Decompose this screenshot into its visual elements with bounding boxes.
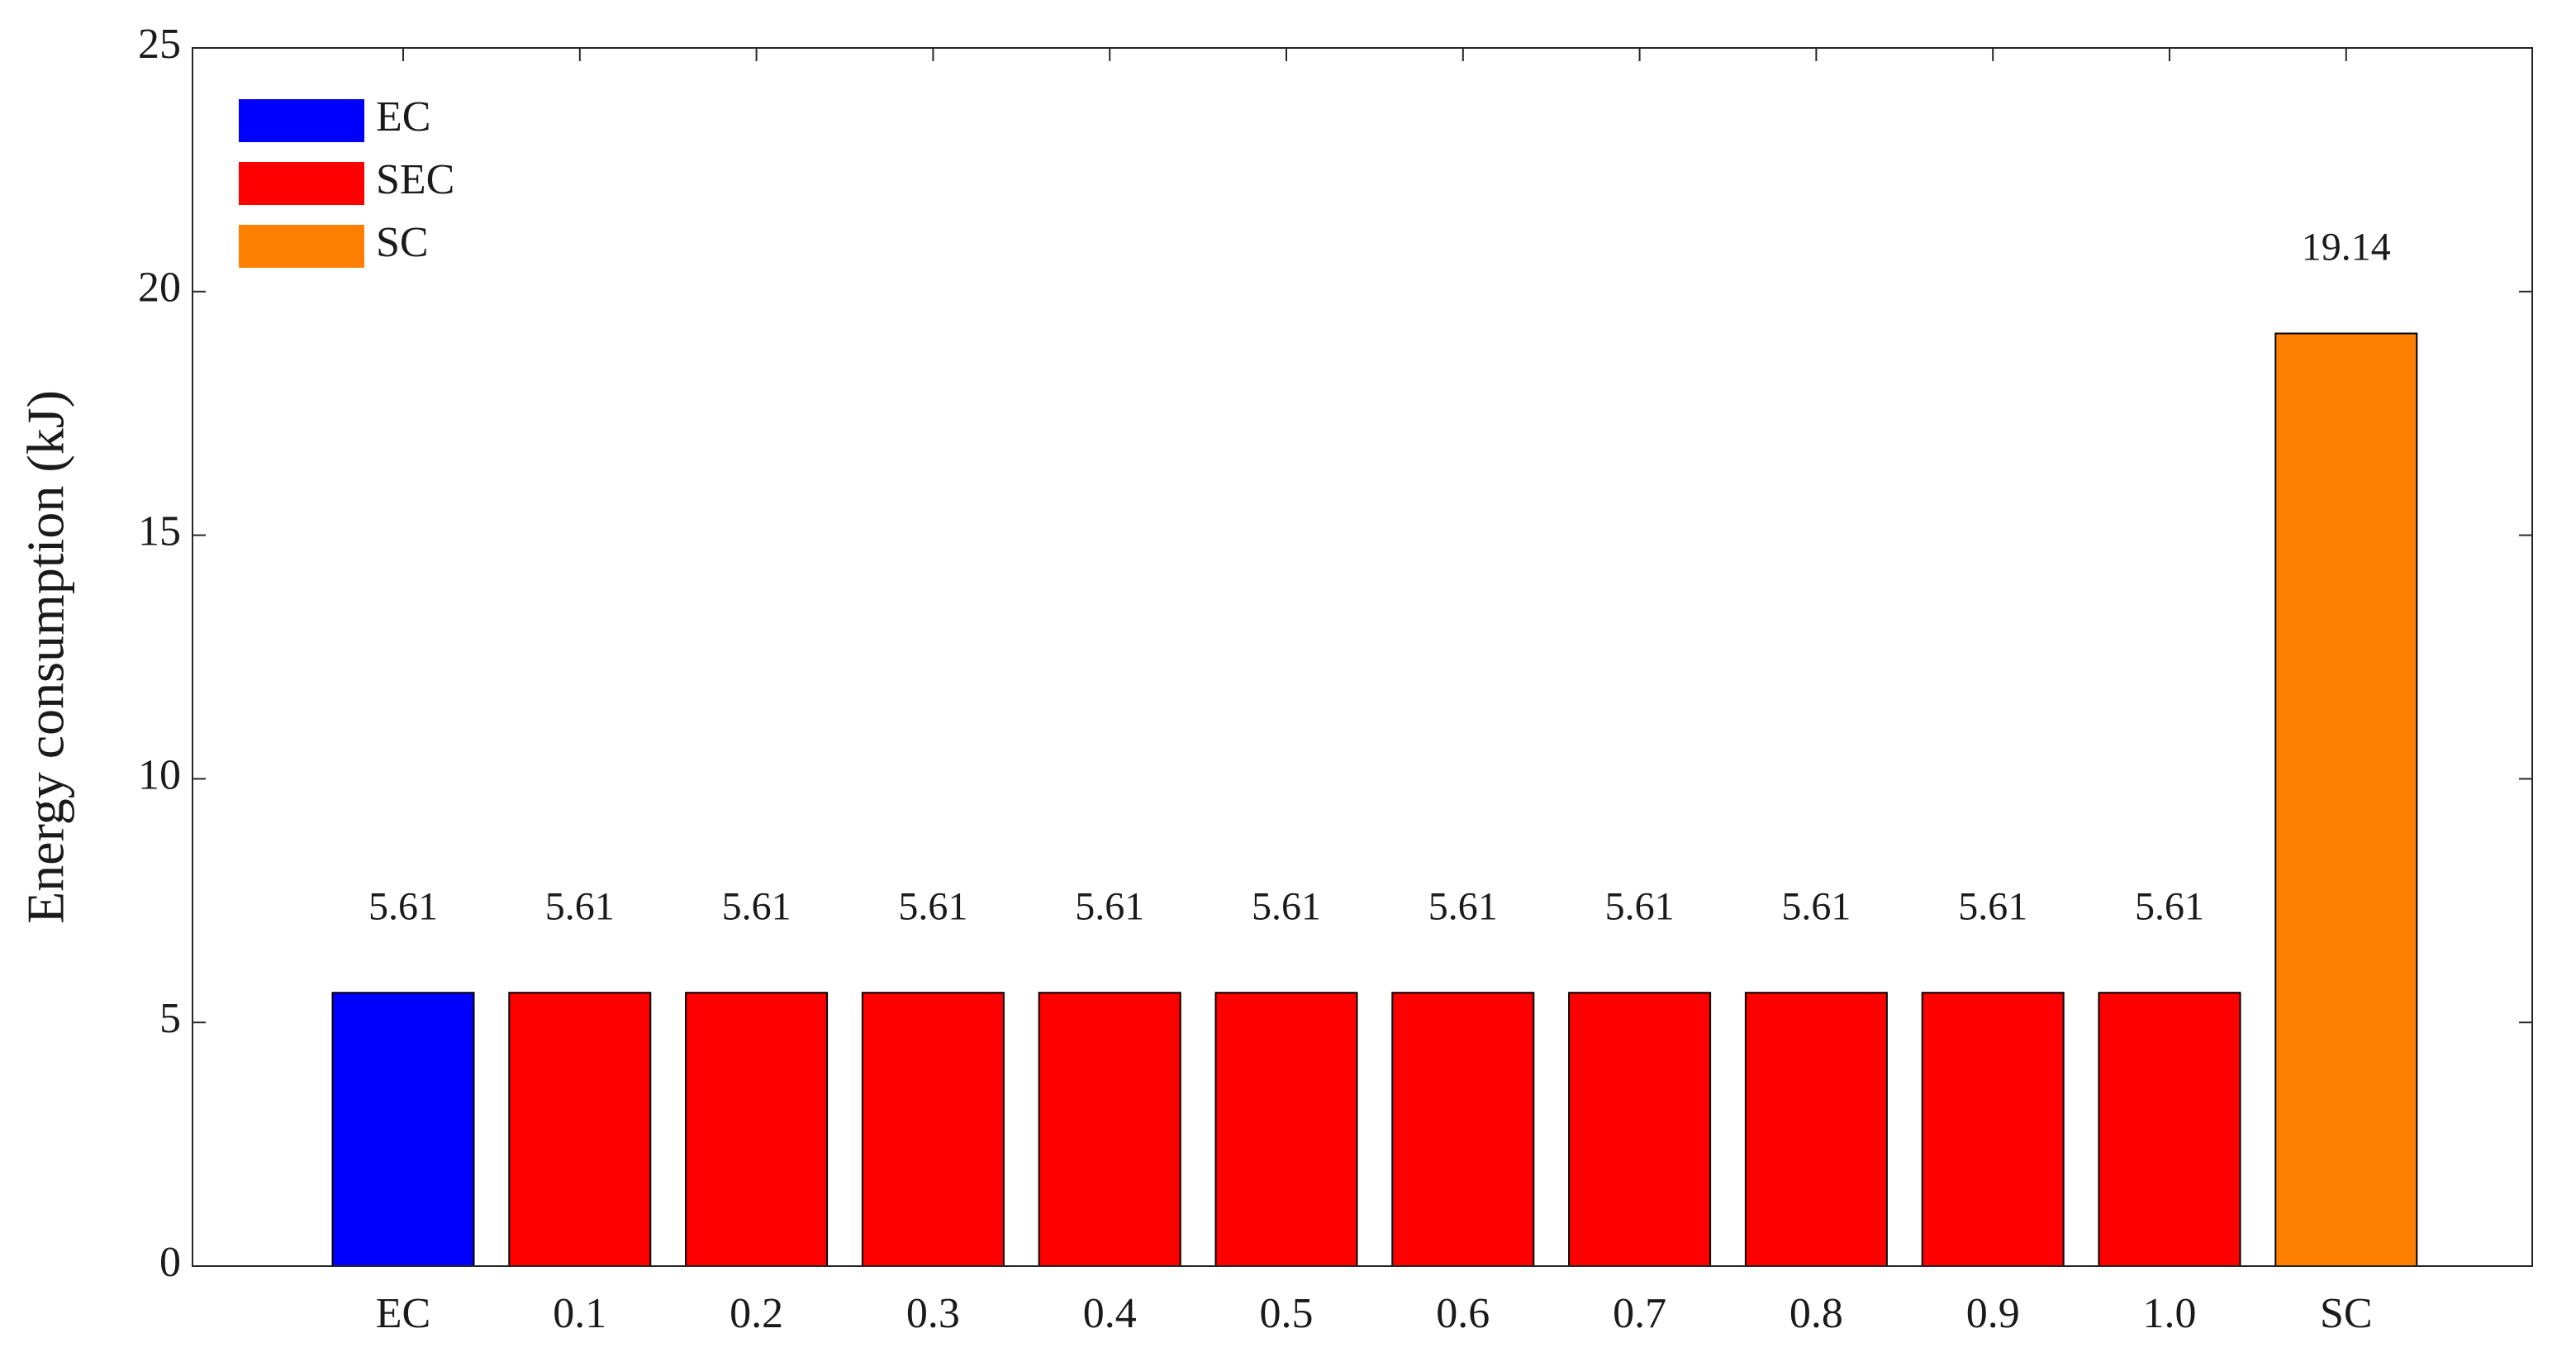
legend-label: EC: [376, 93, 430, 140]
bar: [1744, 992, 1888, 1267]
y-tick-label: 25: [138, 21, 181, 68]
value-label: 5.61: [368, 884, 438, 928]
bar: [2098, 992, 2241, 1267]
value-label: 5.61: [1605, 884, 1675, 928]
x-tick-label: 0.3: [906, 1290, 960, 1337]
x-tick-label: 0.8: [1789, 1290, 1843, 1337]
x-tick-label: 0.4: [1083, 1290, 1137, 1337]
value-label: 5.61: [898, 884, 967, 928]
x-tick-label: 1.0: [2143, 1290, 2197, 1337]
value-label: 5.61: [1252, 884, 1321, 928]
bar: [685, 992, 829, 1267]
value-label: 5.61: [545, 884, 615, 928]
bar: [1921, 992, 2065, 1267]
bar: [861, 992, 1005, 1267]
legend-swatch: [239, 99, 364, 142]
x-tick-label: SC: [2320, 1290, 2373, 1337]
bar: [2274, 332, 2418, 1267]
value-label: 5.61: [1781, 884, 1851, 928]
x-tick-label: 0.6: [1436, 1290, 1490, 1337]
bar: [508, 992, 652, 1267]
value-label: 5.61: [1075, 884, 1144, 928]
y-tick-label: 0: [159, 1239, 181, 1286]
x-tick-label: 0.7: [1613, 1290, 1666, 1337]
y-tick-label: 10: [138, 751, 181, 798]
x-tick-label: EC: [376, 1290, 430, 1337]
x-tick-label: 0.5: [1260, 1290, 1314, 1337]
value-label: 5.61: [2135, 884, 2204, 928]
y-tick-label: 15: [138, 508, 181, 555]
legend-label: SC: [376, 219, 429, 266]
legend-swatch: [239, 162, 364, 205]
value-label: 5.61: [722, 884, 791, 928]
x-tick-label: 0.9: [1966, 1290, 2020, 1337]
y-tick-label: 20: [138, 264, 181, 312]
x-tick-label: 0.1: [553, 1290, 606, 1337]
bar: [1568, 992, 1712, 1267]
value-label: 5.61: [1428, 884, 1498, 928]
bar: [331, 992, 475, 1267]
plot-frame: [192, 47, 2533, 1267]
y-tick-label: 5: [159, 995, 181, 1042]
bar: [1214, 992, 1358, 1267]
value-label: 19.14: [2302, 226, 2391, 269]
bar: [1038, 992, 1181, 1267]
value-label: 5.61: [1958, 884, 2027, 928]
bar: [1391, 992, 1535, 1267]
legend-swatch: [239, 225, 364, 268]
legend-label: SEC: [376, 156, 454, 203]
x-tick-label: 0.2: [730, 1290, 783, 1337]
y-axis-label: Energy consumption (kJ): [17, 390, 75, 924]
